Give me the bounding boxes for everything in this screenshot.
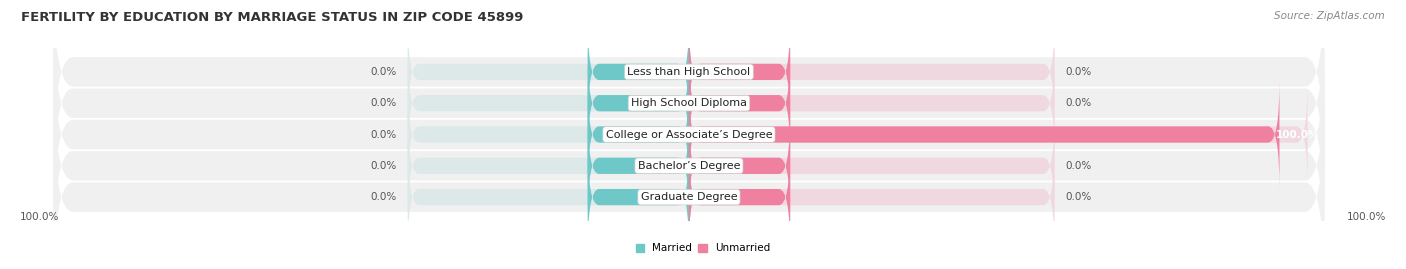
FancyBboxPatch shape [689, 111, 790, 220]
Text: 100.0%: 100.0% [1275, 129, 1319, 140]
FancyBboxPatch shape [588, 111, 689, 220]
Text: College or Associate’s Degree: College or Associate’s Degree [606, 129, 772, 140]
Text: 0.0%: 0.0% [370, 98, 396, 108]
FancyBboxPatch shape [689, 80, 1279, 189]
FancyBboxPatch shape [689, 49, 790, 158]
FancyBboxPatch shape [408, 111, 689, 220]
FancyBboxPatch shape [588, 49, 689, 158]
FancyBboxPatch shape [53, 40, 1324, 229]
Legend: Married, Unmarried: Married, Unmarried [636, 243, 770, 253]
FancyBboxPatch shape [53, 102, 1324, 269]
FancyBboxPatch shape [408, 17, 689, 126]
Text: 100.0%: 100.0% [20, 213, 59, 222]
Text: Bachelor’s Degree: Bachelor’s Degree [638, 161, 740, 171]
Text: 0.0%: 0.0% [370, 67, 396, 77]
FancyBboxPatch shape [689, 49, 1054, 158]
Text: 0.0%: 0.0% [370, 161, 396, 171]
Text: Source: ZipAtlas.com: Source: ZipAtlas.com [1274, 11, 1385, 21]
FancyBboxPatch shape [408, 80, 689, 189]
Text: 0.0%: 0.0% [1066, 67, 1092, 77]
FancyBboxPatch shape [588, 80, 689, 189]
FancyBboxPatch shape [689, 111, 1054, 220]
Text: High School Diploma: High School Diploma [631, 98, 747, 108]
FancyBboxPatch shape [689, 143, 790, 252]
FancyBboxPatch shape [53, 71, 1324, 261]
FancyBboxPatch shape [53, 0, 1324, 167]
Text: 0.0%: 0.0% [1066, 192, 1092, 202]
Text: Graduate Degree: Graduate Degree [641, 192, 737, 202]
Text: Less than High School: Less than High School [627, 67, 751, 77]
FancyBboxPatch shape [689, 143, 1054, 252]
FancyBboxPatch shape [689, 80, 1308, 189]
Text: 0.0%: 0.0% [370, 192, 396, 202]
FancyBboxPatch shape [408, 49, 689, 158]
Text: FERTILITY BY EDUCATION BY MARRIAGE STATUS IN ZIP CODE 45899: FERTILITY BY EDUCATION BY MARRIAGE STATU… [21, 11, 523, 24]
Text: 100.0%: 100.0% [1347, 213, 1386, 222]
FancyBboxPatch shape [689, 17, 790, 126]
FancyBboxPatch shape [588, 17, 689, 126]
Text: 0.0%: 0.0% [1066, 161, 1092, 171]
FancyBboxPatch shape [53, 8, 1324, 198]
FancyBboxPatch shape [588, 143, 689, 252]
FancyBboxPatch shape [408, 143, 689, 252]
FancyBboxPatch shape [689, 17, 1054, 126]
Text: 0.0%: 0.0% [370, 129, 396, 140]
Text: 0.0%: 0.0% [1066, 98, 1092, 108]
